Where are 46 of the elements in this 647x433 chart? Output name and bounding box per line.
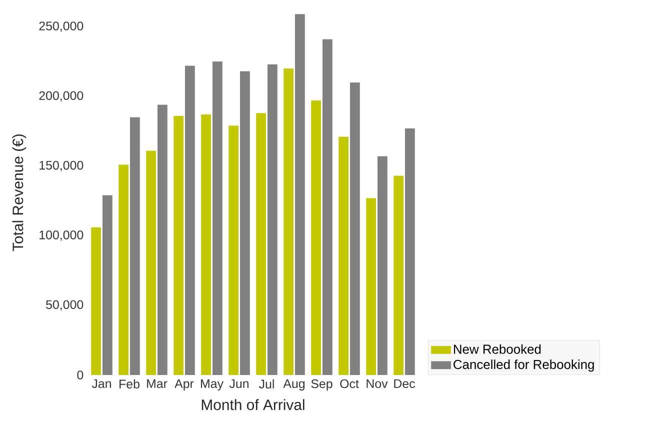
y-axis-title: Total Revenue (€) xyxy=(12,134,26,252)
bar xyxy=(294,14,305,375)
bar xyxy=(366,198,376,375)
bar xyxy=(256,113,266,375)
bar xyxy=(174,116,184,375)
x-tick-label: Oct xyxy=(340,379,359,388)
bar xyxy=(404,128,415,375)
y-tick-label: 100,000 xyxy=(40,230,84,241)
bar xyxy=(130,117,140,375)
x-tick-label: Sep xyxy=(311,379,332,391)
y-tick-label: 0 xyxy=(77,370,84,380)
y-tick-label: 50,000 xyxy=(46,300,84,310)
bar xyxy=(146,150,156,375)
bar xyxy=(240,71,250,375)
y-tick-label: 250,000 xyxy=(39,22,84,32)
x-tick-label: Apr xyxy=(174,379,194,390)
bar xyxy=(118,164,129,375)
x-tick-label: Jul xyxy=(258,379,274,388)
bar xyxy=(102,195,112,375)
x-axis-title: Month of Arrival xyxy=(202,399,304,410)
bar xyxy=(284,68,294,375)
bar xyxy=(212,62,222,375)
y-tick-label: 150,000 xyxy=(40,160,84,172)
x-tick-label: Feb xyxy=(120,379,140,388)
x-tick-label: Jun xyxy=(229,379,248,388)
bar xyxy=(267,64,278,375)
x-tick-label: Nov xyxy=(366,379,388,388)
bar xyxy=(322,39,332,375)
bar xyxy=(338,136,349,375)
x-tick-label: Dec xyxy=(394,379,415,388)
bar xyxy=(201,114,212,375)
bar xyxy=(350,82,360,375)
bar xyxy=(394,176,404,375)
legend-label: New Rebooked xyxy=(454,344,541,354)
bar xyxy=(157,104,168,375)
legend-label: Cancelled for Rebooking xyxy=(454,360,594,372)
x-tick-label: May xyxy=(201,379,224,390)
y-tick-label: 200,000 xyxy=(39,91,84,102)
bar xyxy=(184,66,195,375)
x-tick-label: Jan xyxy=(92,379,111,388)
x-tick-label: Aug xyxy=(283,379,305,390)
bar xyxy=(311,100,322,375)
bar xyxy=(228,126,239,375)
bar xyxy=(91,227,102,375)
x-tick-label: Mar xyxy=(147,379,168,388)
bar xyxy=(377,156,388,375)
